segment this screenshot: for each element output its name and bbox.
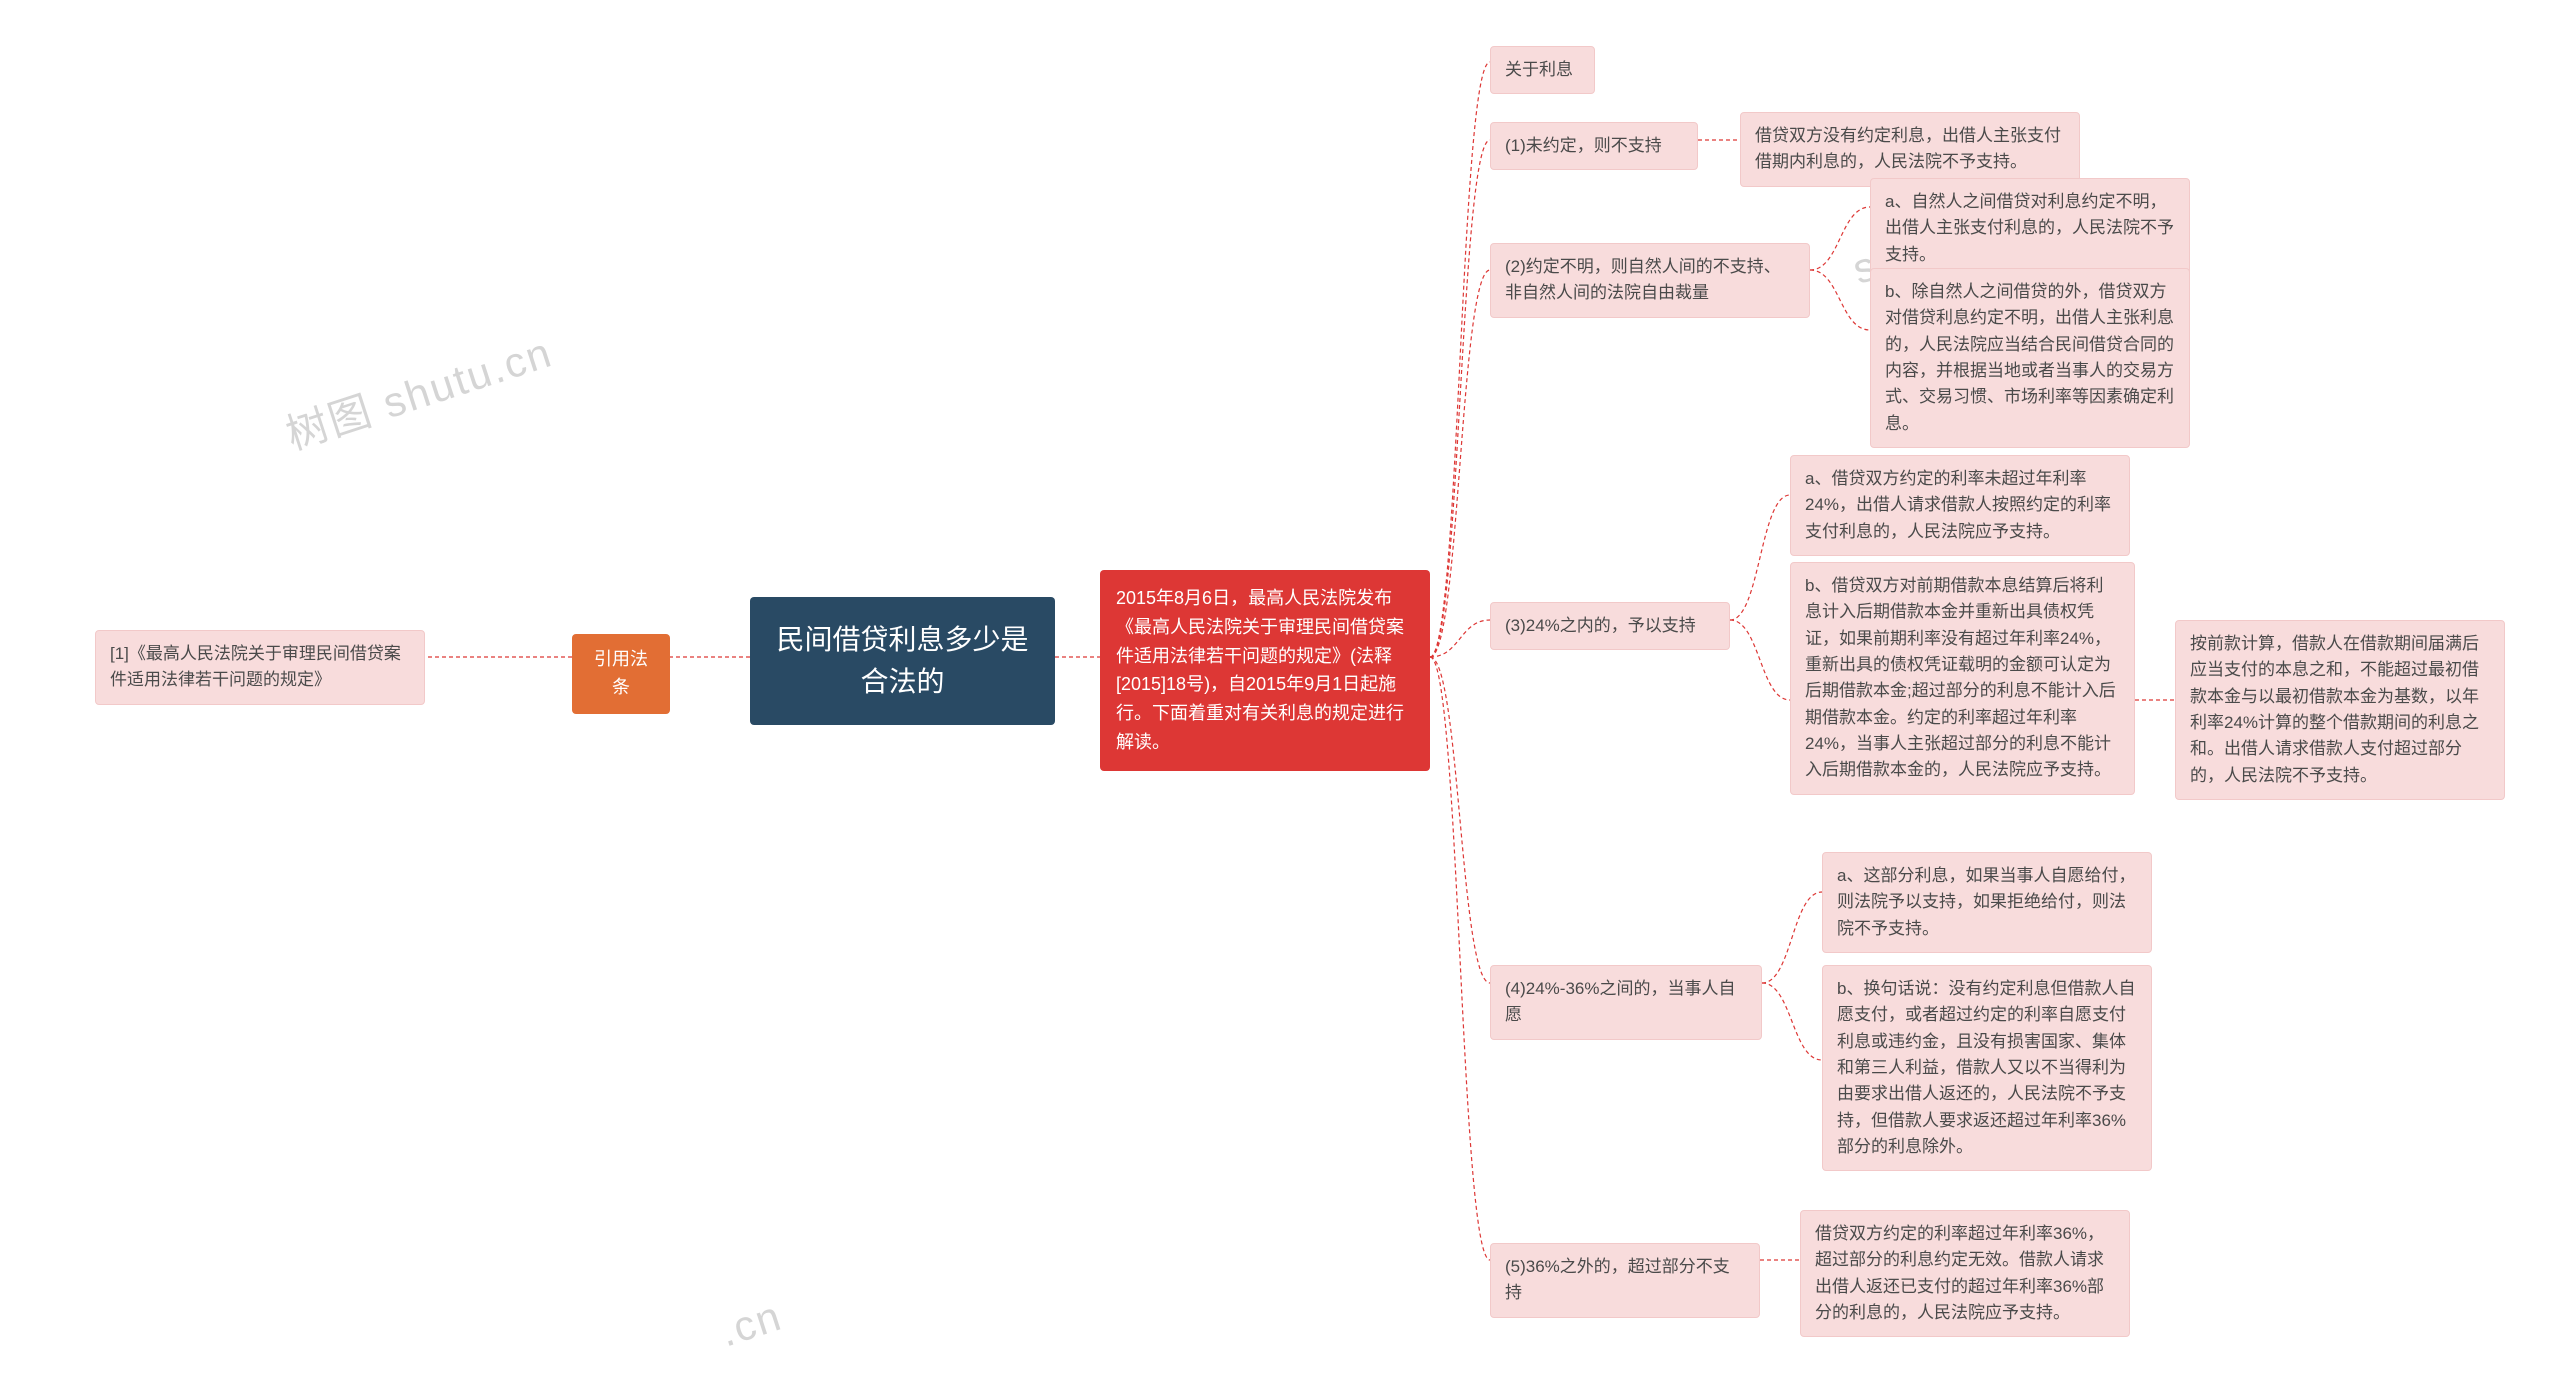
section-0-label: 关于利息 (1490, 46, 1595, 94)
section-4-b: b、换句话说：没有约定利息但借款人自愿支付，或者超过约定的利率自愿支付利息或违约… (1822, 965, 2152, 1171)
section-3-label: (3)24%之内的，予以支持 (1490, 602, 1730, 650)
section-3-a: a、借贷双方约定的利率未超过年利率24%，出借人请求借款人按照约定的利率支付利息… (1790, 455, 2130, 556)
section-3-b: b、借贷双方对前期借款本息结算后将利息计入后期借款本金并重新出具债权凭证，如果前… (1790, 562, 2135, 795)
watermark: 树图 shutu.cn (277, 319, 559, 462)
right-summary: 2015年8月6日，最高人民法院发布《最高人民法院关于审理民间借贷案件适用法律若… (1100, 570, 1430, 771)
watermark: .cn (714, 1292, 788, 1357)
section-4-label: (4)24%-36%之间的，当事人自愿 (1490, 965, 1762, 1040)
section-1-detail: 借贷双方没有约定利息，出借人主张支付借期内利息的，人民法院不予支持。 (1740, 112, 2080, 187)
section-5-label: (5)36%之外的，超过部分不支持 (1490, 1243, 1760, 1318)
left-branch-label: 引用法条 (572, 634, 670, 714)
section-4-a: a、这部分利息，如果当事人自愿给付，则法院予以支持，如果拒绝给付，则法院不予支持… (1822, 852, 2152, 953)
left-citation: [1]《最高人民法院关于审理民间借贷案件适用法律若干问题的规定》 (95, 630, 425, 705)
section-3-note: 按前款计算，借款人在借款期间届满后应当支付的本息之和，不能超过最初借款本金与以最… (2175, 620, 2505, 800)
root-node: 民间借贷利息多少是合法的 (750, 597, 1055, 725)
section-2-b: b、除自然人之间借贷的外，借贷双方对借贷利息约定不明，出借人主张利息的，人民法院… (1870, 268, 2190, 448)
section-1-label: (1)未约定，则不支持 (1490, 122, 1698, 170)
section-2-label: (2)约定不明，则自然人间的不支持、非自然人间的法院自由裁量 (1490, 243, 1810, 318)
section-2-a: a、自然人之间借贷对利息约定不明，出借人主张支付利息的，人民法院不予支持。 (1870, 178, 2190, 279)
section-5-detail: 借贷双方约定的利率超过年利率36%，超过部分的利息约定无效。借款人请求出借人返还… (1800, 1210, 2130, 1337)
